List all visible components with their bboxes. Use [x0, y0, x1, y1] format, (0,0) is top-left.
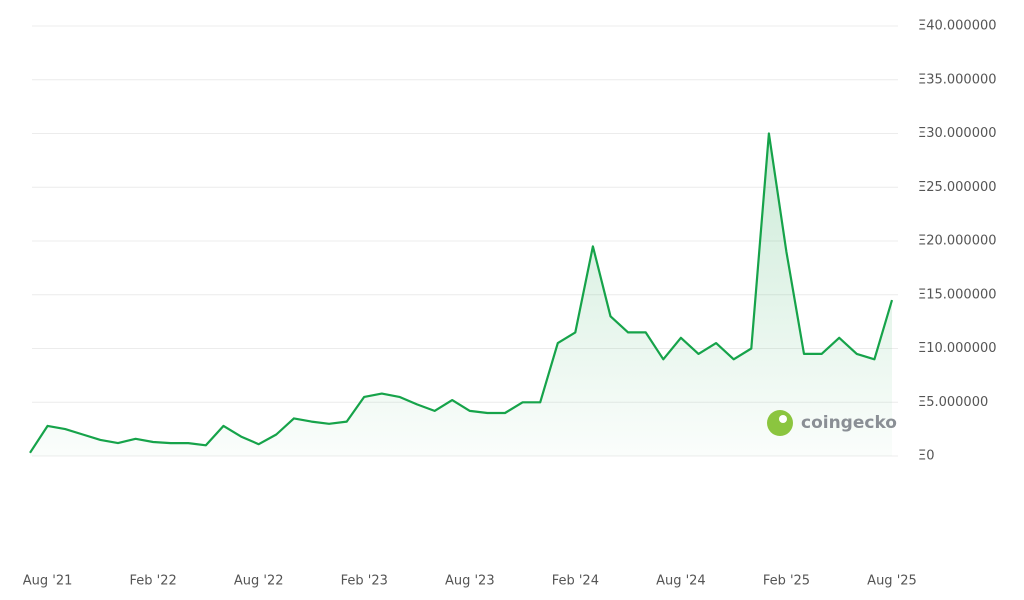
y-tick-label: Ξ35.000000 — [918, 72, 997, 87]
area-fill — [30, 133, 892, 456]
logo-eye — [779, 415, 787, 423]
watermark-text: coingecko — [801, 413, 897, 433]
x-tick-label: Feb '22 — [130, 574, 177, 589]
y-tick-label: Ξ20.000000 — [918, 234, 997, 249]
y-tick-label: Ξ25.000000 — [918, 180, 997, 195]
x-tick-label: Feb '24 — [552, 574, 599, 589]
y-tick-label: Ξ10.000000 — [918, 341, 997, 356]
x-tick-label: Aug '21 — [23, 574, 73, 589]
watermark: coingecko — [767, 410, 897, 436]
x-tick-label: Aug '24 — [656, 574, 706, 589]
y-tick-label: Ξ15.000000 — [918, 287, 997, 302]
x-tick-label: Aug '22 — [234, 574, 284, 589]
x-tick-label: Aug '23 — [445, 574, 495, 589]
x-tick-label: Feb '23 — [341, 574, 388, 589]
y-tick-label: Ξ0 — [918, 449, 935, 464]
y-tick-label: Ξ40.000000 — [918, 19, 997, 34]
y-tick-label: Ξ30.000000 — [918, 126, 997, 141]
x-tick-label: Aug '25 — [867, 574, 917, 589]
price-line — [29, 132, 894, 454]
x-tick-label: Feb '25 — [763, 574, 810, 589]
logo — [767, 410, 793, 436]
y-tick-label: Ξ5.000000 — [918, 395, 988, 410]
